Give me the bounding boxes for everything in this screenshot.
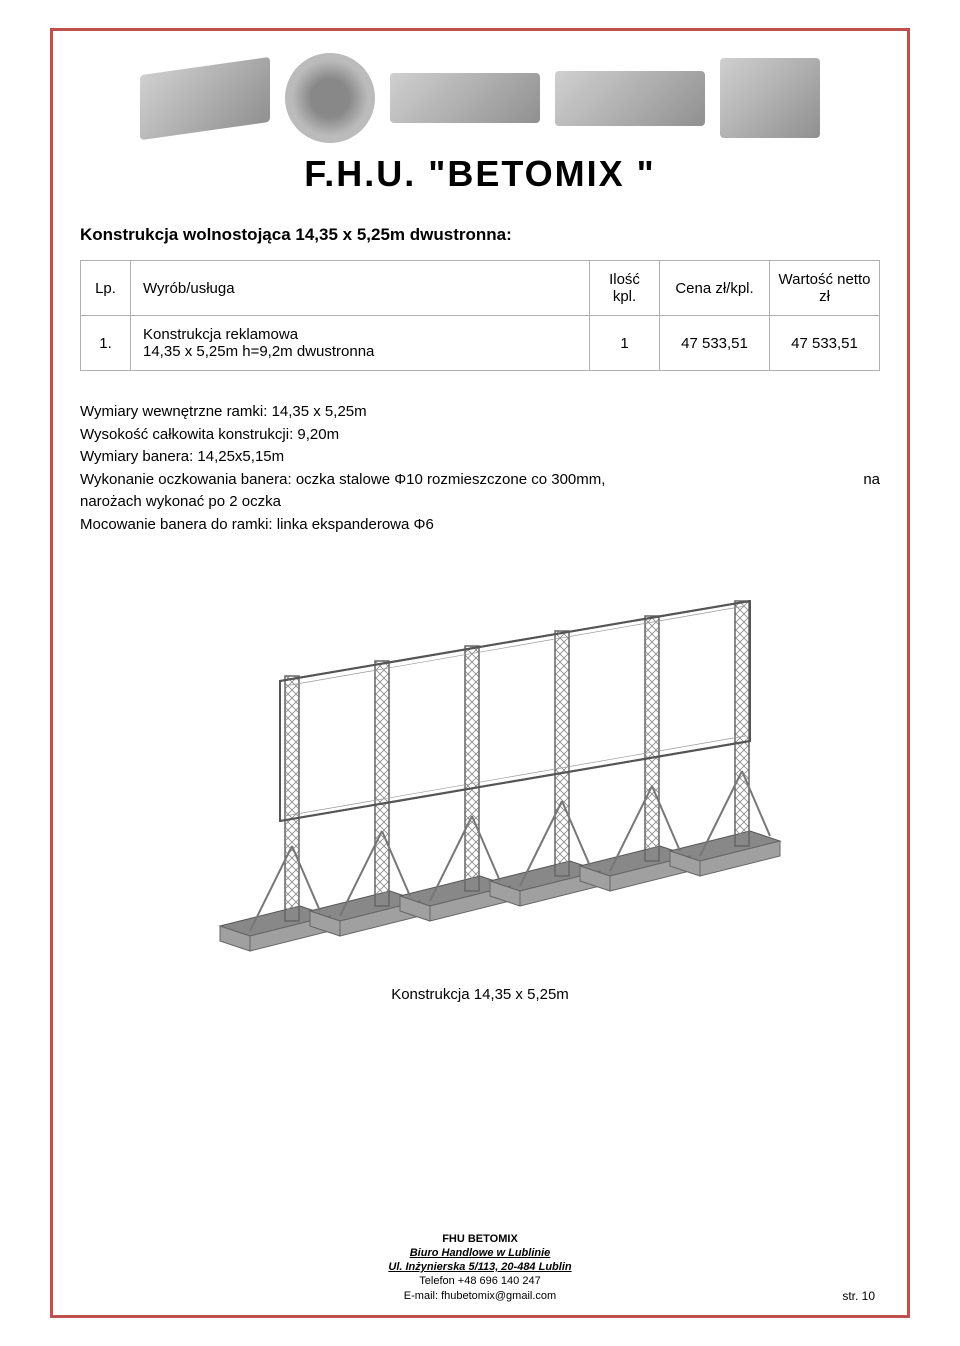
spec-line-6: Mocowanie banera do ramki: linka ekspand… [80, 514, 880, 537]
td-price: 47 533,51 [660, 316, 770, 371]
product-image-4 [555, 71, 705, 126]
td-total: 47 533,51 [770, 316, 880, 371]
section-title: Konstrukcja wolnostojąca 14,35 x 5,25m d… [80, 225, 880, 245]
td-qty: 1 [590, 316, 660, 371]
th-lp: Lp. [81, 261, 131, 316]
price-table: Lp. Wyrób/usługa Ilość kpl. Cena zł/kpl.… [80, 260, 880, 371]
product-image-1 [140, 56, 270, 139]
footer-phone: Telefon +48 696 140 247 [50, 1274, 910, 1288]
th-qty: Ilość kpl. [590, 261, 660, 316]
spec-line-4: Wykonanie oczkowania banera: oczka stalo… [80, 469, 880, 492]
th-desc: Wyrób/usługa [131, 261, 590, 316]
product-image-3 [390, 73, 540, 123]
footer-office: Biuro Handlowe w Lublinie [50, 1246, 910, 1260]
table-row: 1. Konstrukcja reklamowa 14,35 x 5,25m h… [81, 316, 880, 371]
diagram-caption: Konstrukcja 14,35 x 5,25m [80, 986, 880, 1003]
spec-line-1: Wymiary wewnętrzne ramki: 14,35 x 5,25m [80, 401, 880, 424]
footer: FHU BETOMIX Biuro Handlowe w Lublinie Ul… [50, 1232, 910, 1303]
billboard-svg [160, 566, 800, 966]
company-title: F.H.U. "BETOMIX " [80, 153, 880, 195]
spec-line-5: narożach wykonać po 2 oczka [80, 491, 880, 514]
footer-company: FHU BETOMIX [50, 1232, 910, 1246]
spec-line-3: Wymiary banera: 14,25x5,15m [80, 446, 880, 469]
product-image-5 [720, 58, 820, 138]
td-desc: Konstrukcja reklamowa 14,35 x 5,25m h=9,… [131, 316, 590, 371]
page-content: F.H.U. "BETOMIX " Konstrukcja wolnostoją… [50, 28, 910, 1318]
table-header-row: Lp. Wyrób/usługa Ilość kpl. Cena zł/kpl.… [81, 261, 880, 316]
spec-line-2: Wysokość całkowita konstrukcji: 9,20m [80, 424, 880, 447]
specifications: Wymiary wewnętrzne ramki: 14,35 x 5,25m … [80, 401, 880, 536]
th-price: Cena zł/kpl. [660, 261, 770, 316]
spec-line-4-right: na [863, 469, 880, 492]
footer-email: E-mail: fhubetomix@gmail.com [50, 1289, 910, 1303]
spec-line-4-left: Wykonanie oczkowania banera: oczka stalo… [80, 469, 605, 492]
th-total: Wartość netto zł [770, 261, 880, 316]
structure-diagram [80, 556, 880, 976]
td-lp: 1. [81, 316, 131, 371]
page-number: str. 10 [842, 1289, 875, 1303]
product-image-2 [285, 53, 375, 143]
header-product-images [80, 48, 880, 148]
footer-address: Ul. Inżynierska 5/113, 20-484 Lublin [50, 1260, 910, 1274]
